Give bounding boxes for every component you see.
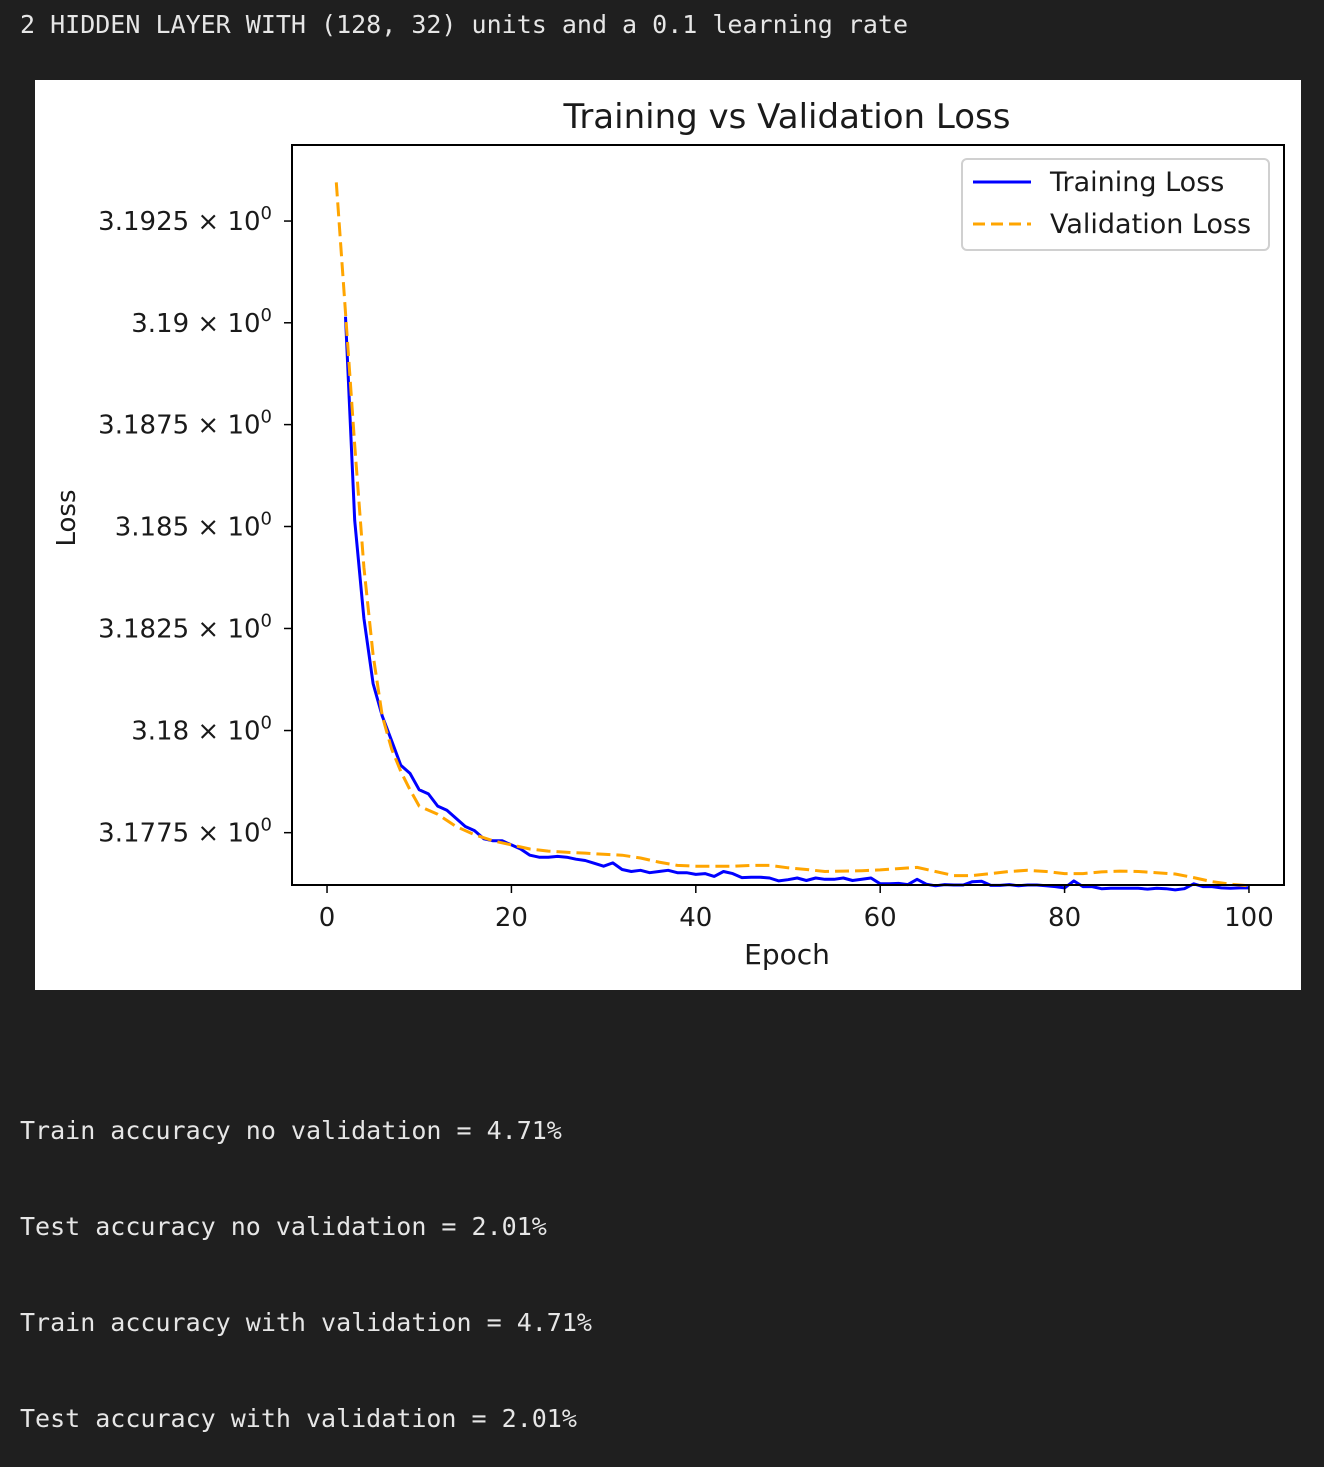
legend: Training Loss Validation Loss: [961, 158, 1270, 251]
x-tick-label: 0: [319, 903, 336, 933]
cell-header-text: 2 HIDDEN LAYER WITH (128, 32) units and …: [20, 10, 909, 39]
plot-area-border: [291, 144, 1285, 886]
plot-figure: Training vs Validation Loss Epoch Loss 0…: [35, 80, 1301, 990]
y-tick-label: 3.1875 × 100: [98, 407, 272, 441]
chart-title: Training vs Validation Loss: [563, 97, 1011, 137]
x-axis-label: Epoch: [744, 938, 830, 971]
x-tick-label: 100: [1224, 903, 1274, 933]
y-tick-label: 3.18 × 100: [131, 713, 272, 747]
x-tick-label: 80: [1048, 903, 1081, 933]
y-tick-label: 3.19 × 100: [131, 305, 272, 339]
y-tick-label: 3.1775 × 100: [98, 815, 272, 849]
y-tick-label: 3.185 × 100: [115, 509, 272, 543]
train-accuracy-with-validation: Train accuracy with validation = 4.71%: [20, 1308, 592, 1337]
y-tick-label: 3.1925 × 100: [98, 203, 272, 237]
training-loss-line: [344, 316, 1249, 892]
train-accuracy-no-validation: Train accuracy no validation = 4.71%: [20, 1116, 562, 1145]
x-tick-label: 60: [864, 903, 897, 933]
loss-chart: Training vs Validation Loss Epoch Loss 0…: [52, 97, 1285, 971]
results-output: Train accuracy no validation = 4.71% Tes…: [20, 1054, 592, 1467]
y-tick-label: 3.1825 × 100: [98, 610, 272, 644]
y-axis-label: Loss: [52, 489, 82, 546]
legend-validation-label: Validation Loss: [1050, 209, 1251, 240]
test-accuracy-with-validation: Test accuracy with validation = 2.01%: [20, 1404, 577, 1433]
validation-loss-line: [334, 182, 1250, 888]
legend-training-label: Training Loss: [1049, 167, 1224, 198]
legend-box: [961, 158, 1270, 251]
x-tick-label: 20: [495, 903, 528, 933]
x-tick-label: 40: [679, 903, 712, 933]
